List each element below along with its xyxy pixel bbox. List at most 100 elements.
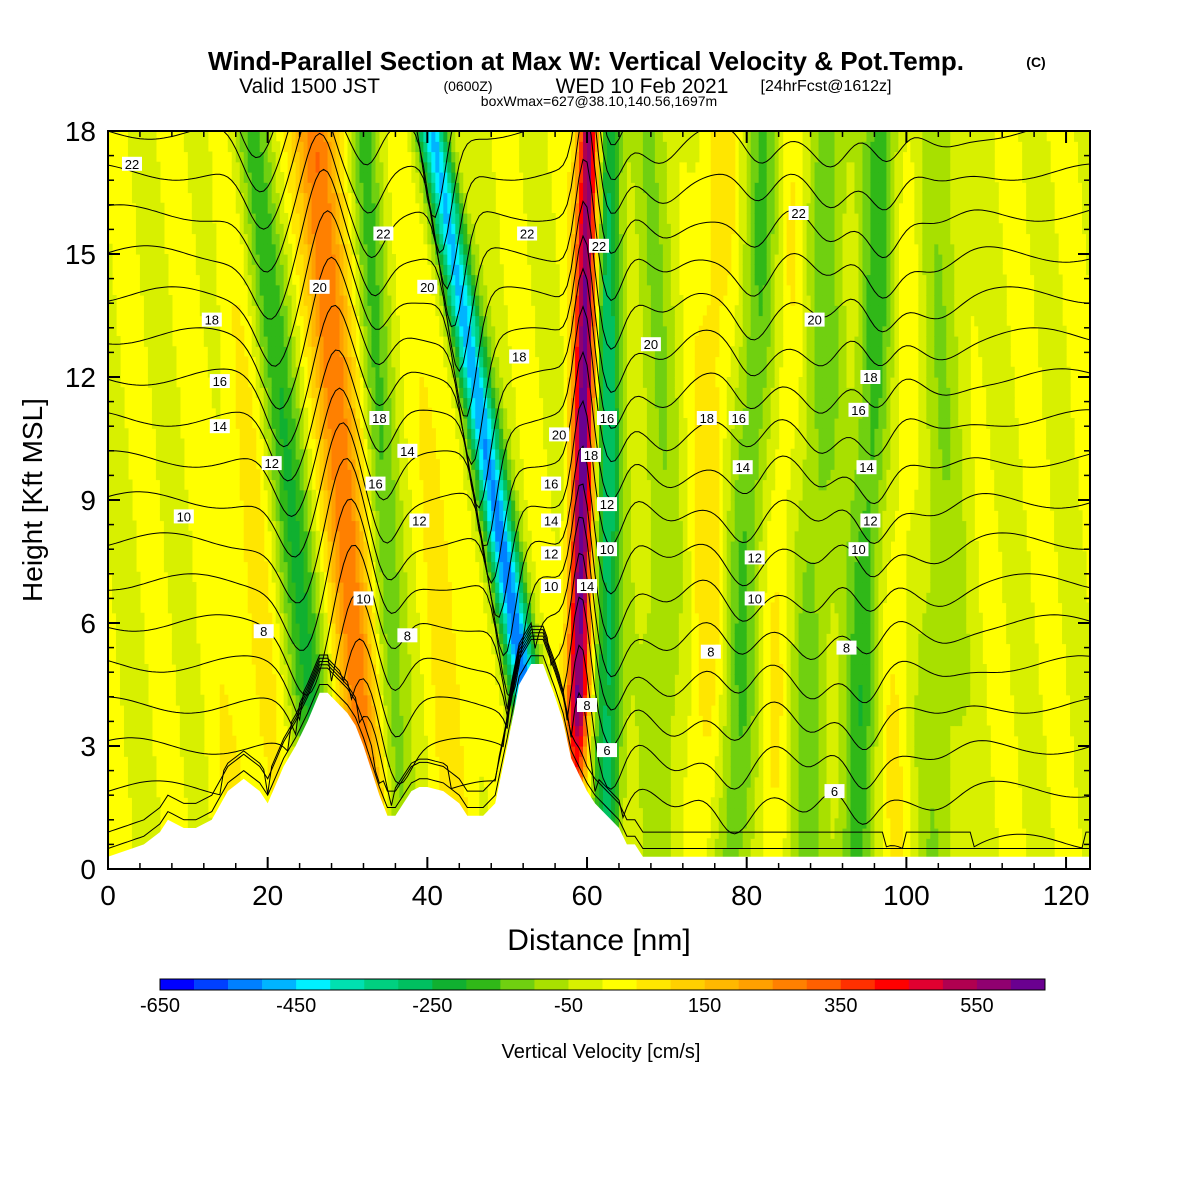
velocity-cell: [307, 489, 313, 501]
velocity-cell: [108, 510, 113, 522]
velocity-cell: [327, 213, 333, 224]
velocity-cell: [255, 172, 261, 183]
velocity-cell: [499, 336, 504, 347]
velocity-cell: [115, 633, 121, 645]
velocity-cell: [191, 807, 197, 819]
velocity-cell: [255, 223, 261, 235]
velocity-cell: [295, 448, 301, 460]
velocity-cell: [299, 561, 305, 573]
velocity-cell: [247, 530, 253, 542]
velocity-cell: [167, 377, 173, 388]
velocity-cell: [323, 202, 329, 214]
velocity-cell: [239, 438, 245, 450]
velocity-cell: [359, 192, 365, 204]
velocity-cell: [475, 284, 480, 296]
velocity-cell: [299, 623, 305, 634]
velocity-cell: [279, 407, 285, 419]
velocity-cell: [495, 264, 500, 276]
velocity-cell: [375, 725, 381, 737]
velocity-cell: [307, 520, 313, 532]
velocity-cell: [415, 746, 420, 757]
velocity-cell: [119, 418, 125, 429]
velocity-cell: [511, 428, 516, 440]
velocity-cell: [299, 479, 305, 491]
velocity-cell: [527, 643, 532, 655]
velocity-cell: [427, 541, 432, 552]
velocity-cell: [391, 623, 397, 634]
velocity-cell: [131, 633, 137, 645]
velocity-cell: [267, 725, 273, 737]
velocity-cell: [291, 653, 297, 665]
velocity-cell: [451, 336, 456, 347]
velocity-cell: [187, 705, 193, 716]
velocity-cell: [355, 243, 361, 255]
velocity-cell: [271, 561, 277, 573]
velocity-cell: [335, 602, 341, 614]
velocity-cell: [187, 715, 193, 727]
velocity-cell: [143, 766, 149, 778]
velocity-cell: [419, 213, 424, 224]
velocity-cell: [303, 705, 309, 716]
velocity-cell: [123, 746, 129, 757]
velocity-cell: [123, 612, 129, 624]
velocity-cell: [155, 418, 161, 429]
velocity-cell: [359, 571, 365, 583]
velocity-cell: [475, 530, 480, 542]
velocity-cell: [487, 418, 492, 429]
velocity-cell: [359, 530, 365, 542]
velocity-cell: [491, 325, 496, 337]
velocity-cell: [139, 817, 145, 829]
velocity-cell: [431, 182, 436, 194]
velocity-cell: [155, 223, 161, 235]
velocity-cell: [439, 602, 444, 614]
velocity-cell: [155, 161, 161, 173]
velocity-cell: [171, 623, 177, 634]
velocity-cell: [443, 571, 448, 583]
velocity-cell: [147, 233, 153, 245]
velocity-cell: [259, 633, 265, 645]
velocity-cell: [303, 254, 309, 265]
velocity-cell: [271, 356, 277, 368]
velocity-cell: [391, 705, 397, 716]
velocity-cell: [383, 623, 389, 634]
velocity-cell: [167, 387, 173, 399]
velocity-cell: [108, 377, 113, 388]
velocity-cell: [155, 387, 161, 399]
velocity-cell: [351, 643, 357, 655]
velocity-cell: [455, 684, 460, 696]
velocity-cell: [243, 151, 249, 163]
velocity-cell: [519, 633, 524, 645]
velocity-cell: [339, 664, 345, 675]
velocity-cell: [183, 571, 189, 583]
velocity-cell: [439, 243, 444, 255]
velocity-cell: [363, 643, 369, 655]
velocity-cell: [503, 551, 508, 563]
velocity-cell: [371, 243, 377, 255]
velocity-cell: [307, 571, 313, 583]
velocity-cell: [307, 377, 313, 388]
velocity-cell: [243, 489, 249, 501]
velocity-cell: [203, 797, 209, 809]
velocity-cell: [139, 746, 145, 757]
velocity-cell: [371, 746, 377, 757]
velocity-cell: [391, 295, 397, 306]
velocity-cell: [423, 459, 428, 470]
velocity-cell: [331, 387, 337, 399]
velocity-cell: [331, 377, 337, 388]
velocity-cell: [411, 131, 416, 142]
velocity-cell: [335, 213, 341, 224]
velocity-cell: [135, 735, 141, 747]
velocity-cell: [375, 571, 381, 583]
velocity-cell: [267, 346, 273, 358]
velocity-cell: [323, 377, 329, 388]
velocity-cell: [455, 397, 460, 409]
velocity-cell: [531, 243, 536, 255]
velocity-cell: [311, 643, 317, 655]
velocity-cell: [459, 438, 464, 450]
velocity-cell: [267, 407, 273, 419]
velocity-cell: [383, 705, 389, 716]
velocity-cell: [115, 592, 121, 604]
velocity-cell: [423, 407, 428, 419]
velocity-cell: [263, 653, 269, 665]
velocity-cell: [175, 653, 181, 665]
